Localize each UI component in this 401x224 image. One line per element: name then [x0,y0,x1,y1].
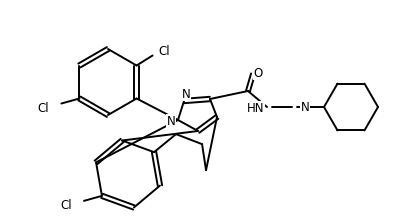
Text: Cl: Cl [38,102,49,115]
Text: Cl: Cl [158,45,170,58]
Text: N: N [166,114,175,127]
Text: Cl: Cl [60,199,72,212]
Text: N: N [300,101,309,114]
Text: HN: HN [246,101,263,114]
Text: O: O [253,67,262,80]
Text: N: N [181,88,190,101]
